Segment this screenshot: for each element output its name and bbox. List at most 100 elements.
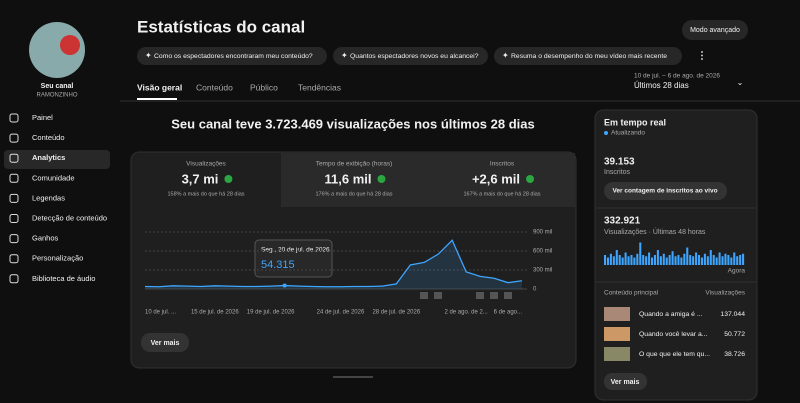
rt-more-button[interactable] bbox=[604, 373, 647, 390]
channel-label: Seu canal bbox=[41, 83, 74, 90]
menu-icon bbox=[9, 234, 19, 244]
tab[interactable]: Público bbox=[250, 82, 278, 92]
chip-icon: ✦ bbox=[341, 51, 348, 60]
realtime-bar bbox=[606, 257, 609, 265]
video-marker[interactable] bbox=[476, 292, 484, 299]
realtime-bar bbox=[665, 257, 668, 265]
video-marker[interactable] bbox=[420, 292, 428, 299]
realtime-bar bbox=[689, 255, 692, 265]
realtime-bar bbox=[612, 256, 615, 265]
video-marker[interactable] bbox=[434, 292, 442, 299]
menu-item[interactable]: Legendas bbox=[32, 193, 65, 202]
channel-name: RAMONZINHO bbox=[37, 93, 78, 99]
line bbox=[144, 239, 523, 288]
video-title[interactable]: Quando a amiga é ... bbox=[639, 311, 703, 318]
subscribers-label: Inscritos bbox=[604, 169, 631, 176]
video-marker[interactable] bbox=[504, 292, 512, 299]
realtime-bar bbox=[639, 242, 642, 265]
period-dropdown[interactable]: ⌄ bbox=[737, 78, 744, 87]
video-title[interactable]: Quando você levar a... bbox=[639, 331, 707, 338]
avatar-detail bbox=[60, 35, 80, 55]
date-range: 10 de jul. – 6 de ago. de 2026 bbox=[634, 73, 720, 80]
menu-item[interactable]: Comunidade bbox=[32, 173, 75, 182]
realtime-bar bbox=[615, 250, 618, 265]
metric-note: 158% a mais do que há 28 dias bbox=[167, 191, 244, 197]
realtime-bar bbox=[733, 252, 736, 265]
realtime-bar bbox=[715, 257, 718, 265]
realtime-bar bbox=[721, 256, 724, 265]
realtime-bar bbox=[698, 255, 701, 265]
realtime-bar bbox=[683, 253, 686, 265]
realtime-bar bbox=[736, 256, 739, 265]
metric-note: 167% a mais do que há 28 dias bbox=[463, 191, 540, 197]
up-icon bbox=[377, 175, 386, 183]
realtime-bar bbox=[621, 257, 624, 265]
realtime-bar bbox=[618, 255, 621, 265]
realtime-title: Em tempo real bbox=[604, 117, 666, 127]
menu-item[interactable]: Conteúdo bbox=[32, 133, 65, 142]
realtime-bar bbox=[739, 255, 742, 265]
realtime-bar bbox=[686, 247, 689, 265]
realtime-bar bbox=[604, 255, 607, 265]
menu-item[interactable]: Analytics bbox=[32, 153, 65, 162]
video-title[interactable]: O que que ele tem qu... bbox=[639, 351, 710, 358]
x-tick-label: 2 de ago. de 2... bbox=[444, 310, 488, 316]
realtime-bar bbox=[645, 256, 648, 265]
video-marker[interactable] bbox=[490, 292, 498, 299]
metric-label: Inscritos bbox=[490, 161, 515, 168]
realtime-bar bbox=[662, 253, 665, 265]
metric-tabs-bg bbox=[281, 153, 575, 207]
chip-icon: ✦ bbox=[145, 51, 152, 60]
suggestion-chip[interactable] bbox=[137, 47, 327, 65]
menu-item[interactable]: Painel bbox=[32, 113, 53, 122]
menu-item[interactable]: Biblioteca de áudio bbox=[32, 274, 95, 283]
realtime-bar bbox=[712, 255, 715, 265]
realtime-bar bbox=[680, 257, 683, 265]
tooltip-value: 54.315 bbox=[261, 259, 295, 271]
menu-item[interactable]: Personalização bbox=[32, 254, 83, 263]
hover-point bbox=[282, 283, 287, 288]
realtime-bar bbox=[692, 256, 695, 265]
video-thumb[interactable] bbox=[604, 347, 630, 361]
realtime-bar bbox=[674, 256, 677, 265]
menu-icon bbox=[9, 193, 19, 203]
menu-item[interactable]: Ganhos bbox=[32, 234, 59, 243]
x-tick-label: 6 de ago... bbox=[494, 310, 523, 316]
live-count-button[interactable] bbox=[604, 182, 727, 200]
x-tick-label: 10 de jul. ... bbox=[145, 310, 176, 316]
more-icon[interactable]: ⋮ bbox=[697, 51, 707, 62]
x-tick-label: 24 de jul. de 2026 bbox=[317, 310, 365, 316]
video-views: 50.772 bbox=[724, 331, 745, 338]
page-title: Estatísticas do canal bbox=[137, 17, 305, 36]
tab[interactable]: Visão geral bbox=[137, 82, 182, 92]
headline: Seu canal teve 3.723.469 visualizações n… bbox=[171, 116, 534, 131]
period[interactable]: Últimos 28 dias bbox=[634, 81, 689, 90]
realtime-bar bbox=[659, 256, 662, 265]
menu-item[interactable]: Detecção de conteúdo bbox=[32, 213, 107, 222]
advanced-button-label: Modo avançado bbox=[690, 27, 740, 34]
advanced-button[interactable] bbox=[682, 20, 748, 40]
x-tick-label: 15 de jul. de 2026 bbox=[191, 310, 239, 316]
video-views: 137.044 bbox=[720, 311, 745, 318]
realtime-bar bbox=[724, 253, 727, 265]
top-views-header: Visualizações bbox=[705, 290, 745, 297]
realtime-bar bbox=[642, 255, 645, 265]
chip-label: Resuma o desempenho do meu vídeo mais re… bbox=[511, 53, 667, 60]
video-thumb[interactable] bbox=[604, 327, 630, 341]
subscribers: 39.153 bbox=[604, 157, 635, 168]
suggestion-chip[interactable] bbox=[333, 47, 488, 65]
live-dot bbox=[604, 131, 608, 135]
menu-icon bbox=[9, 113, 19, 123]
up-icon bbox=[526, 175, 535, 183]
views-label: Visualizações · Últimas 48 horas bbox=[604, 227, 706, 236]
realtime-bar bbox=[609, 253, 612, 265]
more-button[interactable] bbox=[141, 333, 189, 352]
tab[interactable]: Tendências bbox=[298, 82, 341, 92]
suggestion-chip[interactable] bbox=[494, 47, 682, 65]
video-thumb[interactable] bbox=[604, 307, 630, 321]
realtime-bar bbox=[651, 257, 654, 265]
tab[interactable]: Conteúdo bbox=[196, 82, 233, 92]
y-tick-label: 300 mil bbox=[533, 268, 552, 274]
realtime-bar bbox=[677, 255, 680, 265]
video-views: 38.726 bbox=[724, 351, 745, 358]
